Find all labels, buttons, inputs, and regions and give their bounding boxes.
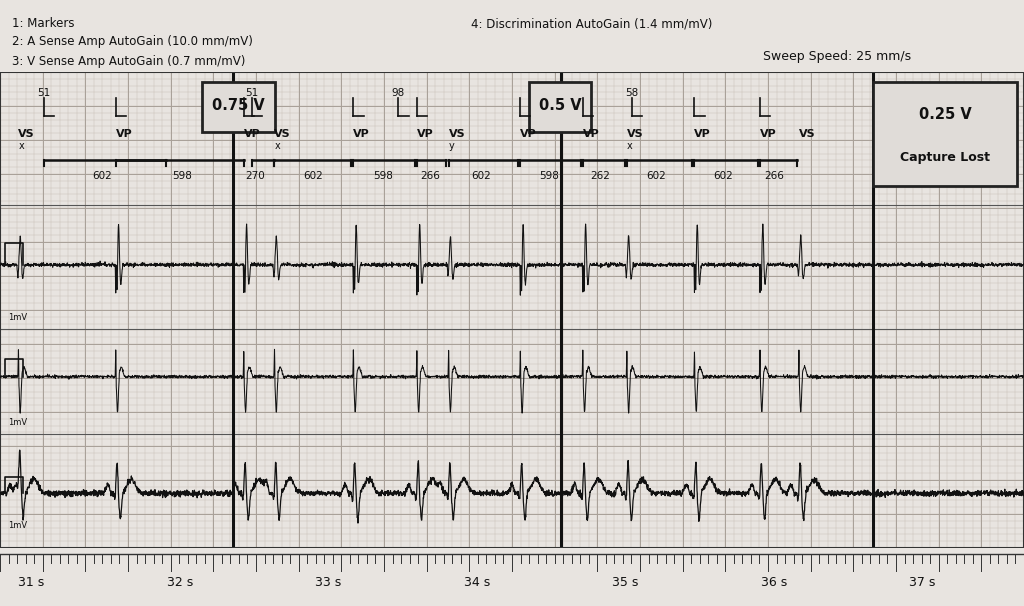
Text: VP: VP xyxy=(583,129,599,139)
Text: 598: 598 xyxy=(172,171,193,181)
Text: 270: 270 xyxy=(245,171,265,181)
Text: 35 s: 35 s xyxy=(612,576,639,589)
Text: 602: 602 xyxy=(713,171,733,181)
Text: 32 s: 32 s xyxy=(167,576,194,589)
Text: 31 s: 31 s xyxy=(18,576,45,589)
Bar xyxy=(529,82,591,132)
Text: y: y xyxy=(449,141,455,151)
Text: 262: 262 xyxy=(590,171,610,181)
Text: 602: 602 xyxy=(92,171,113,181)
Text: Sweep Speed: 25 mm/s: Sweep Speed: 25 mm/s xyxy=(763,50,911,63)
Text: x: x xyxy=(18,141,25,151)
Text: 598: 598 xyxy=(373,171,393,181)
Text: 1: Markers: 1: Markers xyxy=(12,18,75,30)
Text: 58: 58 xyxy=(626,88,638,98)
Text: 266: 266 xyxy=(420,171,440,181)
Bar xyxy=(873,82,1017,186)
Text: 51: 51 xyxy=(246,88,258,98)
Text: 2: A Sense Amp AutoGain (10.0 mm/mV): 2: A Sense Amp AutoGain (10.0 mm/mV) xyxy=(12,35,253,48)
Text: 1mV: 1mV xyxy=(8,313,28,322)
Text: 1mV: 1mV xyxy=(8,418,28,427)
Text: VP: VP xyxy=(353,129,370,139)
Text: VP: VP xyxy=(417,129,433,139)
Text: 3: V Sense Amp AutoGain (0.7 mm/mV): 3: V Sense Amp AutoGain (0.7 mm/mV) xyxy=(12,55,246,68)
Text: VP: VP xyxy=(760,129,776,139)
Text: x: x xyxy=(274,141,281,151)
Text: 602: 602 xyxy=(646,171,667,181)
Text: 51: 51 xyxy=(38,88,50,98)
Text: 266: 266 xyxy=(764,171,784,181)
Text: x: x xyxy=(627,141,633,151)
Text: VS: VS xyxy=(274,129,291,139)
Text: 98: 98 xyxy=(392,88,404,98)
Text: 37 s: 37 s xyxy=(909,576,936,589)
Text: Capture Lost: Capture Lost xyxy=(900,151,990,164)
Text: VS: VS xyxy=(627,129,643,139)
Text: 36 s: 36 s xyxy=(761,576,787,589)
Text: 602: 602 xyxy=(471,171,492,181)
Text: 598: 598 xyxy=(539,171,559,181)
Text: 0.5 V: 0.5 V xyxy=(539,98,582,113)
Text: 602: 602 xyxy=(303,171,324,181)
Text: VP: VP xyxy=(694,129,711,139)
Text: 1mV: 1mV xyxy=(8,521,28,530)
Text: VP: VP xyxy=(116,129,132,139)
Text: 0.25 V: 0.25 V xyxy=(919,107,972,122)
Text: VP: VP xyxy=(244,129,260,139)
Text: 34 s: 34 s xyxy=(464,576,490,589)
Text: 0.75 V: 0.75 V xyxy=(212,98,265,113)
Text: 4: Discrimination AutoGain (1.4 mm/mV): 4: Discrimination AutoGain (1.4 mm/mV) xyxy=(471,18,713,30)
Text: VS: VS xyxy=(18,129,35,139)
Text: VS: VS xyxy=(449,129,465,139)
Text: VP: VP xyxy=(520,129,537,139)
Text: VS: VS xyxy=(799,129,815,139)
Bar xyxy=(202,82,275,132)
Text: 33 s: 33 s xyxy=(315,576,342,589)
